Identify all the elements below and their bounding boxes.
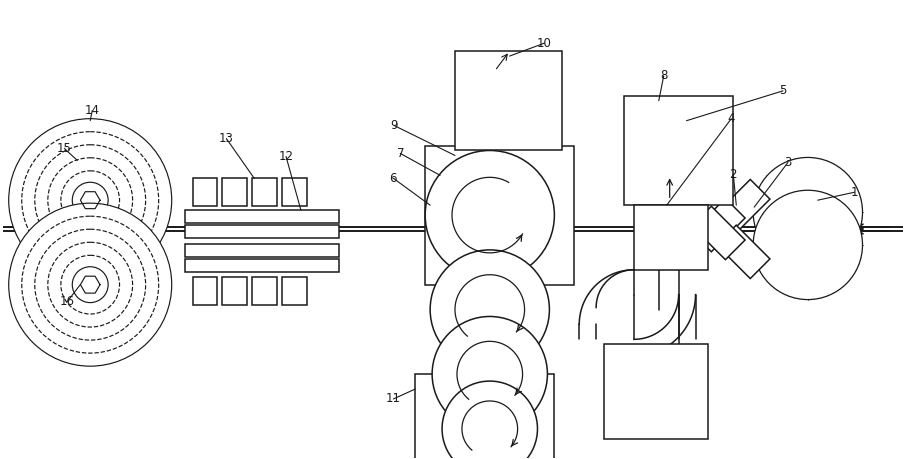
Polygon shape xyxy=(691,198,745,252)
Polygon shape xyxy=(717,225,770,279)
Circle shape xyxy=(9,203,172,366)
Text: 9: 9 xyxy=(390,119,398,132)
Bar xyxy=(185,225,339,238)
Text: 14: 14 xyxy=(84,104,100,117)
Bar xyxy=(185,244,339,257)
Circle shape xyxy=(61,171,120,230)
Circle shape xyxy=(48,242,132,327)
Bar xyxy=(222,277,247,304)
Text: 11: 11 xyxy=(386,392,400,405)
Circle shape xyxy=(432,316,547,432)
Circle shape xyxy=(430,250,549,369)
Text: 5: 5 xyxy=(779,84,786,97)
Bar xyxy=(425,146,574,285)
Bar xyxy=(455,51,563,151)
Text: 13: 13 xyxy=(219,132,234,145)
Circle shape xyxy=(442,381,537,459)
Bar xyxy=(185,259,339,272)
Text: 12: 12 xyxy=(278,150,294,163)
Bar xyxy=(252,178,277,206)
Bar xyxy=(252,277,277,304)
Bar xyxy=(193,277,217,304)
Text: 1: 1 xyxy=(851,186,858,199)
Bar xyxy=(282,277,307,304)
Bar xyxy=(415,374,554,459)
Text: 3: 3 xyxy=(785,156,792,169)
Circle shape xyxy=(425,151,554,280)
Circle shape xyxy=(72,267,108,302)
Circle shape xyxy=(48,158,132,242)
Circle shape xyxy=(34,145,146,256)
Circle shape xyxy=(9,119,172,282)
Bar xyxy=(222,178,247,206)
Circle shape xyxy=(753,190,863,300)
Bar xyxy=(624,96,733,205)
Text: 7: 7 xyxy=(397,147,404,160)
Bar xyxy=(185,210,339,223)
Circle shape xyxy=(753,157,863,267)
Bar xyxy=(282,178,307,206)
Text: 2: 2 xyxy=(729,168,737,181)
Text: 6: 6 xyxy=(390,172,397,185)
Text: 10: 10 xyxy=(537,37,552,50)
Circle shape xyxy=(22,216,159,353)
Circle shape xyxy=(61,255,120,314)
Text: 4: 4 xyxy=(728,112,735,125)
Text: 16: 16 xyxy=(60,295,75,308)
Circle shape xyxy=(72,182,108,218)
Circle shape xyxy=(788,192,828,232)
Circle shape xyxy=(788,225,828,265)
Text: 8: 8 xyxy=(660,69,668,83)
Polygon shape xyxy=(717,179,770,233)
Text: 15: 15 xyxy=(57,142,72,155)
Bar xyxy=(193,178,217,206)
Bar xyxy=(634,205,708,270)
Circle shape xyxy=(34,229,146,340)
Polygon shape xyxy=(691,206,745,260)
Circle shape xyxy=(22,132,159,269)
Bar xyxy=(604,344,708,439)
